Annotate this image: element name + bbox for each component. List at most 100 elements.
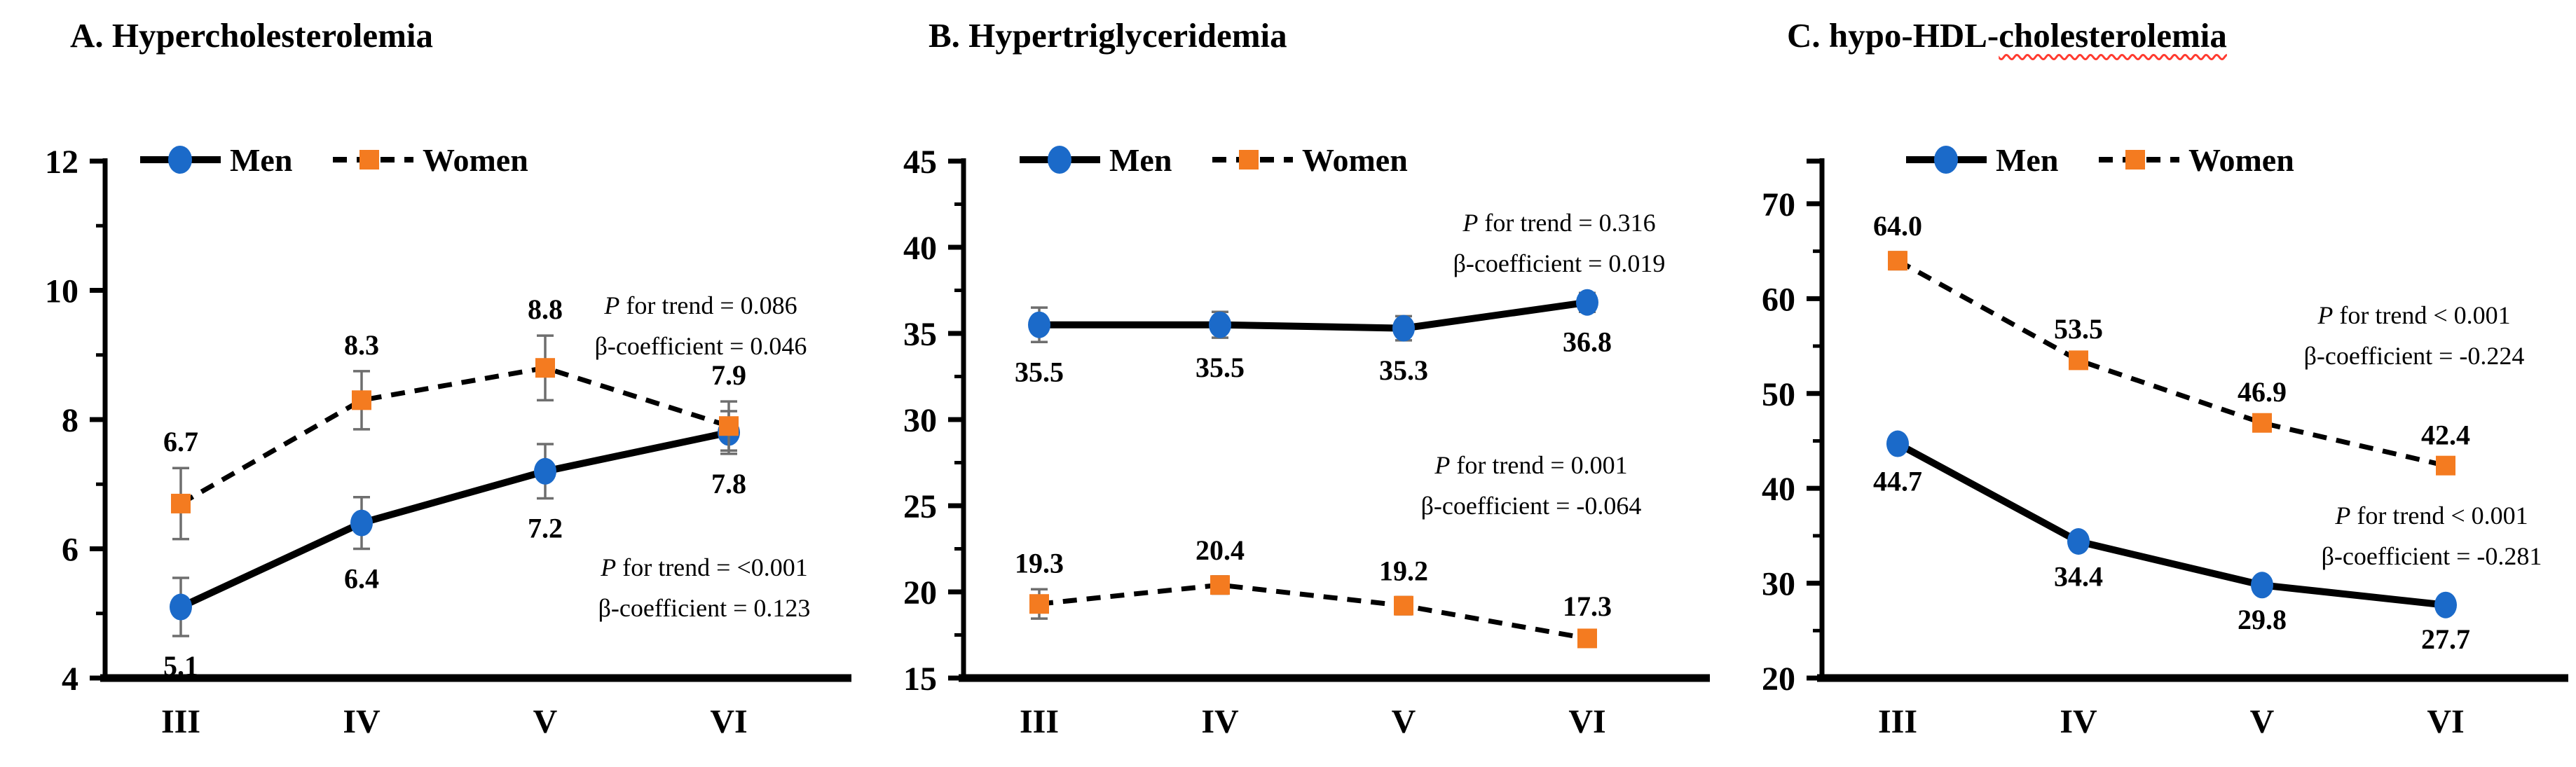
- panel-b-y-tick-label: 35: [903, 316, 937, 353]
- panel-c-men-line: [1896, 441, 2446, 609]
- panel-b-men-point-VI: [1576, 289, 1598, 316]
- panel-b-x-label-VI: VI: [1568, 703, 1605, 740]
- panel-b-women-point-VI: [1577, 628, 1597, 649]
- panel-a-x-label-III: III: [161, 703, 200, 740]
- panel-c-annotation-0-line-1: β-coefficient = -0.224: [2304, 342, 2525, 370]
- panel-a-women-value-label: 7.9: [711, 359, 746, 391]
- panel-b-chart: 45 40 35 30 25 20 15 III IV V VI Men Women P for tren…: [903, 142, 1710, 740]
- panel-c-women-point-IV: [2069, 350, 2088, 371]
- panel-b-annotation-0-line-1: β-coefficient = 0.019: [1453, 249, 1666, 277]
- panel-a-women-value-label: 6.7: [163, 426, 198, 457]
- panel-a-y-tick-label: 8: [62, 402, 78, 439]
- panel-a-men-point-III: [170, 593, 192, 621]
- panel-b-women-point-V: [1394, 595, 1413, 616]
- panel-c-y-tick-label: 20: [1762, 661, 1795, 698]
- panel-b-men-value-label: 36.8: [1563, 326, 1612, 357]
- panel-c-title-wavy-text: cholesterolemia: [1999, 16, 2227, 55]
- panel-c-x-label-IV: IV: [2060, 703, 2097, 740]
- panel-a: A. Hypercholesterolemia 12 10 8 6 4 III IV V VI M…: [0, 0, 858, 767]
- panel-a-legend-men-label: Men: [230, 142, 292, 178]
- panel-b-y-tick-label: 45: [903, 144, 937, 181]
- panel-a-y-tick-label: 6: [62, 532, 78, 569]
- panel-a-chart: 12 10 8 6 4 III IV V VI Men Women P for trend = 0.0…: [45, 142, 851, 740]
- panel-b-women-value-label: 19.3: [1015, 547, 1064, 579]
- panel-c-y-tick-label: 70: [1762, 186, 1795, 223]
- panel-c-y-tick-label: 40: [1762, 471, 1795, 508]
- panel-b-men-point-V: [1392, 315, 1415, 342]
- panel-a-annotation-0-line-0: P for trend = 0.086: [603, 291, 797, 319]
- panel-a-women-value-label: 8.3: [344, 329, 379, 361]
- panel-b-men-line: [1039, 298, 1588, 332]
- panel-b-x-label-V: V: [1392, 703, 1416, 740]
- panel-a-women-line: [179, 365, 730, 506]
- panel-a-legend-women-label: Women: [423, 142, 528, 178]
- panel-c-y-tick-label: 60: [1762, 281, 1795, 318]
- panel-a-annotation-0-line-1: β-coefficient = 0.046: [595, 332, 807, 360]
- panel-c-title: C. hypo-HDL-cholesterolemia: [1787, 15, 2227, 55]
- panel-c-men-point-IV: [2067, 528, 2090, 555]
- panel-b-annotation-0-line-0: P for trend = 0.316: [1462, 209, 1655, 237]
- panel-c-y-tick-label: 30: [1762, 566, 1795, 603]
- panel-c-legend-men-label: Men: [1996, 142, 2058, 178]
- panel-a-annotation-1-line-0: P for trend = <0.001: [600, 553, 808, 581]
- panel-a-x-label-IV: IV: [343, 703, 381, 740]
- panel-c-y-tick-label: 50: [1762, 376, 1795, 413]
- panel-b-legend-women-label: Women: [1302, 142, 1408, 178]
- panel-c-men-point-VI: [2434, 591, 2457, 619]
- panel-b-y-tick-label: 15: [903, 661, 937, 698]
- panel-b-men-value-label: 35.5: [1015, 356, 1064, 387]
- panel-b-title: B. Hypertriglyceridemia: [929, 15, 1287, 55]
- panel-b-women-line: [1039, 582, 1588, 641]
- panel-a-women-value-label: 8.8: [528, 293, 563, 325]
- panel-b-x-label-IV: IV: [1201, 703, 1239, 740]
- panel-a-y-tick-label: 4: [62, 661, 78, 698]
- panel-c-women-value-label: 64.0: [1873, 210, 1922, 242]
- panel-c-women-value-label: 42.4: [2421, 420, 2470, 451]
- panel-b: B. Hypertriglyceridemia 45 40 35 30 25 20 15 II…: [858, 0, 1717, 767]
- panel-c-men-point-III: [1886, 430, 1909, 457]
- panel-c-men-value-label: 29.8: [2238, 604, 2287, 635]
- panel-c-women-point-V: [2252, 413, 2272, 433]
- panel-a-women-point-III: [171, 493, 191, 513]
- panel-b-men-point-IV: [1209, 311, 1231, 338]
- panel-b-y-tick-label: 25: [903, 488, 937, 525]
- panel-b-legend-men-label: Men: [1109, 142, 1172, 178]
- panel-b-y-tick-label: 40: [903, 230, 937, 267]
- panel-a-title: A. Hypercholesterolemia: [70, 15, 433, 55]
- panel-b-x-label-III: III: [1020, 703, 1059, 740]
- panel-a-men-value-label: 5.1: [163, 650, 198, 682]
- panel-c-x-label-VI: VI: [2427, 703, 2464, 740]
- panel-c-women-point-VI: [2436, 455, 2455, 476]
- panel-b-y-tick-label: 20: [903, 574, 937, 611]
- panel-b-women-point-III: [1029, 594, 1049, 614]
- panel-b-men-value-label: 35.5: [1195, 352, 1245, 383]
- panel-a-women-point-IV: [352, 390, 371, 410]
- panel-c-women-value-label: 46.9: [2238, 376, 2287, 408]
- legend-women-marker-icon: [2125, 150, 2145, 170]
- legend-men-marker-icon: [168, 146, 192, 174]
- panel-a-men-value-label: 7.2: [528, 513, 563, 544]
- panel-b-women-value-label: 20.4: [1195, 534, 1245, 566]
- panel-b-women-value-label: 17.3: [1563, 590, 1612, 622]
- panel-b-annotation-1-line-0: P for trend = 0.001: [1434, 451, 1627, 479]
- legend-women-marker-icon: [1239, 150, 1259, 170]
- panel-c-x-label-III: III: [1878, 703, 1917, 740]
- panel-a-women-point-V: [535, 358, 555, 378]
- panel-c-title-text: C. hypo-HDL-: [1787, 16, 1999, 55]
- panel-a-y-tick-label: 12: [45, 144, 78, 181]
- panel-c-men-value-label: 27.7: [2421, 623, 2470, 655]
- panel-c-women-value-label: 53.5: [2054, 313, 2103, 345]
- panel-a-title-text: A. Hypercholesterolemia: [70, 16, 434, 55]
- panel-c-women-point-III: [1888, 251, 1907, 271]
- panel-b-men-value-label: 35.3: [1379, 354, 1428, 386]
- panel-c-x-label-V: V: [2250, 703, 2275, 740]
- panel-a-men-point-V: [534, 457, 556, 485]
- panel-a-annotation-1-line-1: β-coefficient = 0.123: [598, 594, 811, 622]
- panel-c-annotation-0-line-0: P for trend < 0.001: [2317, 301, 2510, 329]
- panel-a-x-label-VI: VI: [710, 703, 747, 740]
- panel-a-men-value-label: 6.4: [344, 563, 379, 595]
- legend-men-marker-icon: [1048, 146, 1071, 174]
- panel-c-annotation-1-line-0: P for trend < 0.001: [2334, 502, 2528, 530]
- panel-b-annotation-1-line-1: β-coefficient = -0.064: [1421, 492, 1642, 520]
- legend-men-marker-icon: [1934, 146, 1958, 174]
